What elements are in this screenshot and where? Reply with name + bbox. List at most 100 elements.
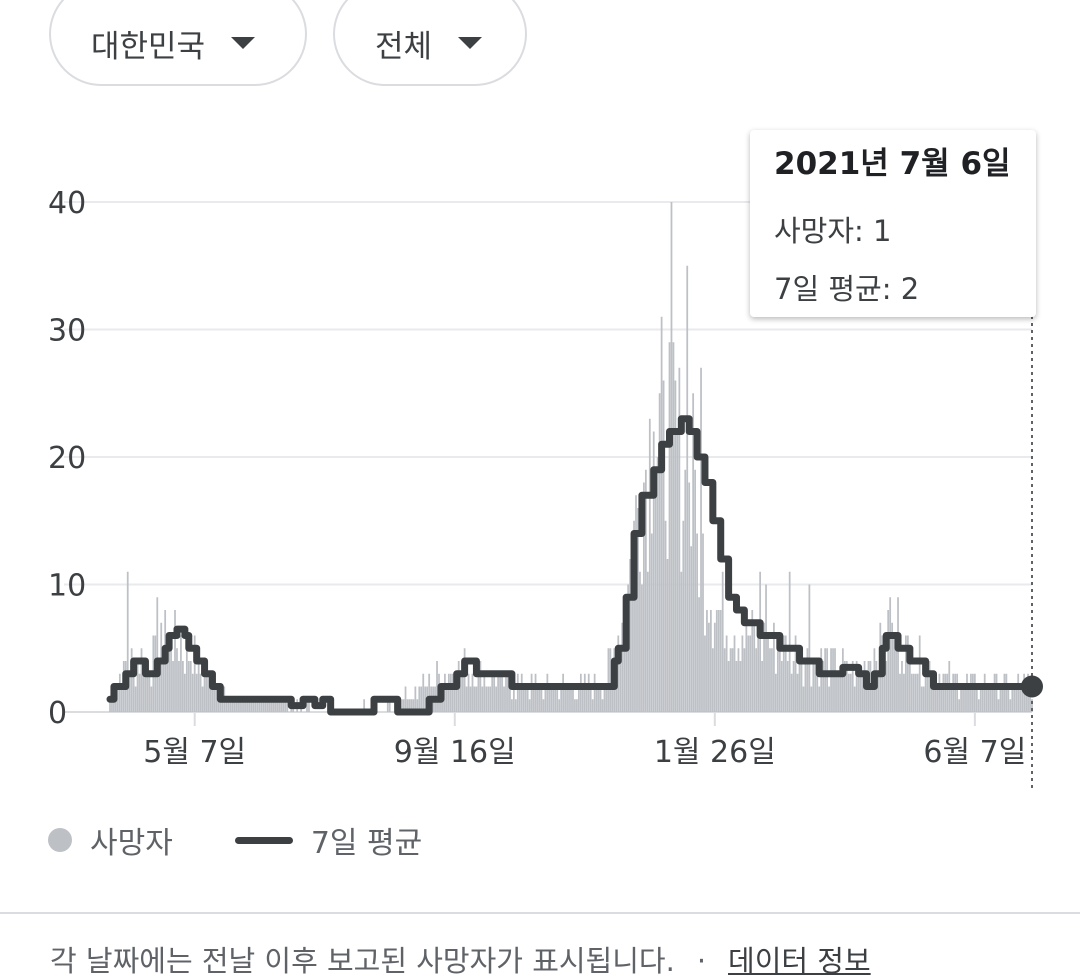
daily-deaths-bar <box>970 673 972 712</box>
daily-deaths-bar <box>723 648 726 712</box>
daily-deaths-bar <box>420 686 423 712</box>
daily-deaths-bar <box>901 661 903 712</box>
daily-deaths-bar <box>487 686 490 712</box>
x-tick-label: 5월 7일 <box>143 735 246 770</box>
daily-deaths-bar <box>512 686 515 712</box>
daily-deaths-bar <box>755 648 758 712</box>
daily-deaths-bar <box>1011 686 1014 712</box>
daily-deaths-bar <box>932 673 935 712</box>
daily-deaths-bar <box>245 699 247 712</box>
daily-deaths-bar <box>964 686 966 712</box>
chart-tooltip: 2021년 7월 6일 사망자: 1 7일 평균: 2 <box>750 130 1036 317</box>
daily-deaths-bar <box>698 597 700 712</box>
daily-deaths-bar <box>749 635 752 712</box>
daily-deaths-bar <box>995 673 998 712</box>
daily-deaths-bar <box>528 699 531 712</box>
daily-deaths-bar <box>841 648 844 712</box>
daily-deaths-bar <box>451 673 454 712</box>
daily-deaths-bar <box>922 686 925 712</box>
daily-deaths-bar <box>158 661 161 712</box>
daily-deaths-bar <box>1015 686 1018 712</box>
chart-legend: 사망자 7일 평균 <box>48 812 422 868</box>
daily-deaths-bar <box>706 610 708 712</box>
daily-deaths-bar <box>918 635 921 712</box>
daily-deaths-bar <box>954 673 957 712</box>
daily-deaths-bar <box>660 316 663 712</box>
scope-filter-label: 전체 <box>375 28 433 65</box>
footnote-text: 각 날짜에는 전날 이후 보고된 사망자가 표시됩니다. <box>50 944 675 978</box>
daily-deaths-bar <box>972 673 974 712</box>
daily-deaths-bar <box>940 686 943 712</box>
daily-deaths-bar <box>715 610 718 712</box>
daily-deaths-bar <box>140 648 143 712</box>
daily-deaths-bar <box>631 597 633 712</box>
daily-deaths-bar <box>800 661 803 712</box>
daily-deaths-bar <box>753 622 756 712</box>
daily-deaths-bar <box>505 673 507 712</box>
daily-deaths-bar <box>871 673 874 712</box>
daily-deaths-bar <box>306 699 308 712</box>
daily-deaths-bar <box>534 673 537 712</box>
daily-deaths-bar <box>938 673 941 712</box>
selected-point <box>1021 675 1043 698</box>
daily-deaths-bar <box>199 673 202 712</box>
daily-deaths-bar <box>891 622 894 712</box>
daily-deaths-bar <box>692 393 695 712</box>
daily-deaths-bar <box>491 673 494 712</box>
daily-deaths-bar <box>576 699 578 712</box>
daily-deaths-bar <box>997 699 1000 712</box>
daily-deaths-bar <box>694 469 697 712</box>
daily-deaths-bar <box>195 673 198 712</box>
daily-deaths-bar <box>983 673 986 712</box>
daily-deaths-bar <box>771 648 773 712</box>
daily-deaths-bar <box>654 482 657 712</box>
country-filter-label: 대한민국 <box>91 28 206 65</box>
daily-deaths-bar <box>1009 699 1012 712</box>
daily-deaths-bar <box>166 648 169 712</box>
daily-deaths-bar <box>1003 673 1006 712</box>
daily-deaths-bar <box>991 686 994 712</box>
daily-deaths-bar <box>666 559 669 712</box>
daily-deaths-bar <box>633 520 635 712</box>
daily-deaths-bar <box>436 661 438 712</box>
country-filter-dropdown[interactable]: 대한민국 <box>49 0 307 86</box>
daily-deaths-bar <box>605 686 608 712</box>
daily-deaths-bar <box>113 699 115 712</box>
footnote-separator: · <box>696 944 707 978</box>
x-tick-label: 9월 16일 <box>394 735 516 770</box>
daily-deaths-bar <box>497 673 499 712</box>
daily-deaths-bar <box>796 673 799 712</box>
legend-average-swatch-icon <box>234 836 293 844</box>
daily-deaths-bar <box>597 686 600 712</box>
daily-deaths-bar <box>893 635 895 712</box>
daily-deaths-bar <box>688 482 691 712</box>
daily-deaths-bar <box>725 635 728 712</box>
daily-deaths-bar <box>775 673 777 712</box>
daily-deaths-bar <box>700 367 702 712</box>
daily-deaths-bar <box>386 699 389 712</box>
daily-deaths-bar <box>956 673 959 712</box>
daily-deaths-bar <box>962 686 964 712</box>
daily-deaths-bar <box>794 635 797 712</box>
daily-deaths-bar <box>591 699 594 712</box>
daily-deaths-bar <box>859 673 862 712</box>
daily-deaths-bar <box>1029 686 1031 712</box>
daily-deaths-bar <box>739 661 742 712</box>
daily-deaths-bar <box>926 661 929 712</box>
footer-divider <box>0 912 1080 914</box>
daily-deaths-bar <box>471 673 474 712</box>
daily-deaths-bar <box>686 265 689 712</box>
daily-deaths-bar <box>713 622 716 712</box>
data-info-link[interactable]: 데이터 정보 <box>728 944 871 978</box>
daily-deaths-bar <box>899 673 901 712</box>
x-tick-label: 1월 26일 <box>654 735 776 770</box>
x-tick-label: 6월 7일 <box>923 735 1026 770</box>
daily-deaths-bar <box>268 699 271 712</box>
scope-filter-dropdown[interactable]: 전체 <box>333 0 527 86</box>
daily-deaths-bar <box>960 686 962 712</box>
daily-deaths-bar <box>993 673 996 712</box>
daily-deaths-bar <box>544 686 547 712</box>
daily-deaths-bar <box>830 648 832 712</box>
deaths-chart[interactable]: 0 10 20 30 40 5월 7일 9월 16일 1월 26일 6월 7일 <box>0 0 1080 800</box>
daily-deaths-bar <box>455 686 458 712</box>
